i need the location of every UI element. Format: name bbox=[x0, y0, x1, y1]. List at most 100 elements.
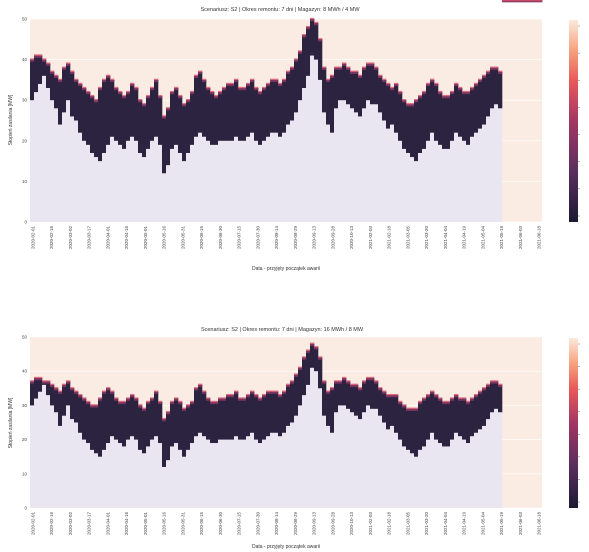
base-bar bbox=[118, 144, 123, 222]
base-bar bbox=[30, 100, 35, 222]
base-bar bbox=[154, 436, 159, 508]
range-rim bbox=[498, 70, 503, 72]
range-bar bbox=[170, 92, 175, 149]
range-top bbox=[338, 67, 343, 70]
range-top bbox=[490, 67, 495, 70]
range-top bbox=[42, 59, 47, 62]
range-rim bbox=[126, 90, 131, 93]
range-bar bbox=[462, 92, 467, 141]
base-bar bbox=[354, 112, 359, 222]
range-bar bbox=[246, 395, 251, 437]
x-tick-label: 2020-03-17 bbox=[87, 512, 92, 536]
range-rim bbox=[110, 390, 115, 392]
range-bar bbox=[490, 67, 495, 109]
range-top bbox=[402, 405, 407, 408]
x-tick-label: 2020-10-13 bbox=[349, 226, 354, 250]
range-rim bbox=[370, 62, 375, 64]
base-bar bbox=[74, 120, 79, 222]
range-bar bbox=[38, 378, 43, 392]
range-rim bbox=[526, 0, 531, 2]
range-top bbox=[414, 408, 419, 412]
range-top bbox=[298, 51, 303, 54]
y-tick-label: 30 bbox=[22, 98, 28, 103]
range-bar bbox=[350, 71, 355, 109]
range-rim bbox=[362, 66, 367, 68]
range-top bbox=[454, 83, 459, 87]
range-rim bbox=[246, 82, 251, 85]
x-tick-label: 2021-04-19 bbox=[462, 226, 467, 250]
range-top bbox=[126, 92, 131, 95]
base-bar bbox=[334, 108, 339, 222]
base-bar bbox=[178, 152, 183, 222]
base-bar bbox=[446, 446, 451, 508]
range-bar bbox=[466, 401, 471, 444]
range-rim bbox=[50, 383, 55, 386]
range-top bbox=[386, 83, 391, 87]
range-bar bbox=[494, 67, 499, 105]
range-rim bbox=[398, 400, 403, 403]
range-rim bbox=[478, 390, 483, 392]
range-rim bbox=[94, 99, 99, 101]
range-top bbox=[226, 395, 231, 398]
range-top bbox=[302, 35, 307, 38]
range-rim bbox=[422, 90, 427, 93]
range-top bbox=[230, 83, 235, 87]
range-rim bbox=[270, 78, 275, 81]
range-rim bbox=[278, 82, 283, 85]
base-bar bbox=[142, 157, 147, 222]
range-top bbox=[34, 378, 39, 381]
range-rim bbox=[190, 400, 195, 403]
range-bar bbox=[438, 398, 443, 444]
base-bar bbox=[274, 432, 279, 508]
base-bar bbox=[242, 140, 247, 222]
range-rim bbox=[406, 103, 411, 105]
range-top bbox=[30, 59, 35, 62]
range-rim bbox=[54, 74, 59, 77]
range-rim bbox=[46, 380, 51, 382]
range-top bbox=[342, 378, 347, 381]
range-top bbox=[106, 388, 111, 391]
range-rim bbox=[254, 393, 259, 396]
range-rim bbox=[322, 66, 327, 68]
range-bar bbox=[102, 391, 107, 450]
range-bar bbox=[290, 67, 295, 121]
range-bar bbox=[362, 381, 367, 413]
x-tick-label: 2020-07-15 bbox=[237, 226, 242, 250]
range-top bbox=[138, 100, 143, 103]
range-rim bbox=[322, 380, 327, 382]
range-rim bbox=[326, 390, 331, 392]
base-bar bbox=[294, 415, 299, 508]
base-bar bbox=[30, 405, 35, 508]
range-top bbox=[222, 88, 227, 91]
range-rim bbox=[246, 393, 251, 396]
range-bar bbox=[266, 83, 271, 137]
base-bar bbox=[306, 75, 311, 222]
range-top bbox=[202, 79, 207, 83]
range-top bbox=[470, 398, 475, 401]
chart-title: Scenariusz: S2 | Okres remontu: 7 dni | … bbox=[200, 7, 360, 13]
range-top bbox=[98, 88, 103, 91]
range-top bbox=[374, 67, 379, 70]
range-rim bbox=[266, 390, 271, 392]
range-top bbox=[178, 401, 183, 405]
range-rim bbox=[494, 380, 499, 382]
base-bar bbox=[322, 112, 327, 222]
range-top bbox=[322, 381, 327, 384]
range-top bbox=[450, 92, 455, 95]
range-top bbox=[366, 63, 371, 66]
range-rim bbox=[534, 0, 539, 2]
range-rim bbox=[82, 397, 87, 399]
range-rim bbox=[498, 383, 503, 386]
range-top bbox=[258, 398, 263, 401]
range-bar bbox=[114, 88, 119, 141]
base-bar bbox=[490, 108, 495, 222]
range-bar bbox=[294, 59, 299, 113]
base-bar bbox=[102, 449, 107, 508]
range-top bbox=[78, 395, 83, 398]
range-top bbox=[430, 79, 435, 83]
range-bar bbox=[54, 388, 59, 413]
range-bar bbox=[474, 83, 479, 133]
range-bar bbox=[366, 378, 371, 406]
range-bar bbox=[414, 408, 419, 457]
